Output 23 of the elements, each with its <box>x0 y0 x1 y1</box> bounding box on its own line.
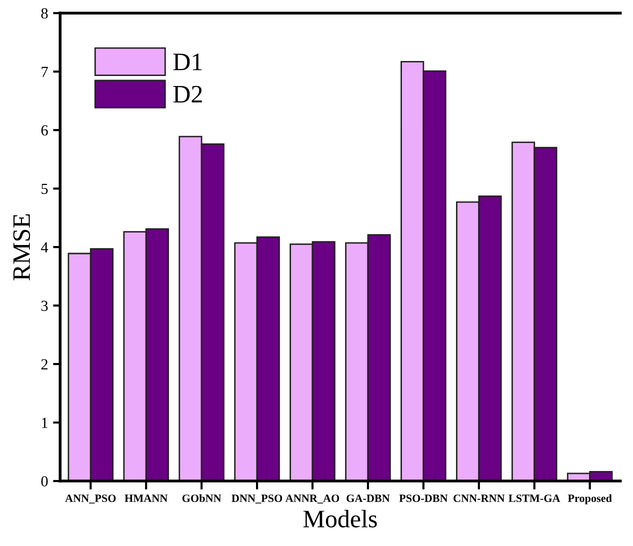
legend-label: D1 <box>173 54 202 70</box>
y-tick-label: 2 <box>41 359 48 370</box>
x-tick-label: ANNR_AO <box>285 494 340 504</box>
y-tick-label: 0 <box>41 476 48 486</box>
x-tick-label: HMANN <box>124 494 168 502</box>
x-tick-label: PSO-DBN <box>399 494 448 502</box>
legend-label: D2 <box>173 86 202 102</box>
x-tick-label: DNN_PSO <box>232 494 282 504</box>
y-tick-label: 8 <box>41 8 48 19</box>
x-tick-label: ANN_PSO <box>65 494 116 504</box>
x-tick-label: LSTM-GA <box>508 494 560 502</box>
y-tick-label: 6 <box>41 125 48 136</box>
x-axis-title: Models <box>303 510 377 528</box>
x-tick-label: GObNN <box>182 494 222 502</box>
y-tick-label: 1 <box>42 418 48 428</box>
x-tick-label: GA-DBN <box>346 494 390 502</box>
x-tick-label: Proposed <box>568 494 612 504</box>
y-tick-label: 3 <box>41 300 48 312</box>
y-tick-label: 5 <box>42 184 48 194</box>
y-axis-title: RMSE <box>13 214 30 280</box>
y-tick-label: 4 <box>40 242 48 252</box>
y-tick-label: 7 <box>42 66 48 77</box>
x-tick-label: CNN-RNN <box>454 494 505 502</box>
